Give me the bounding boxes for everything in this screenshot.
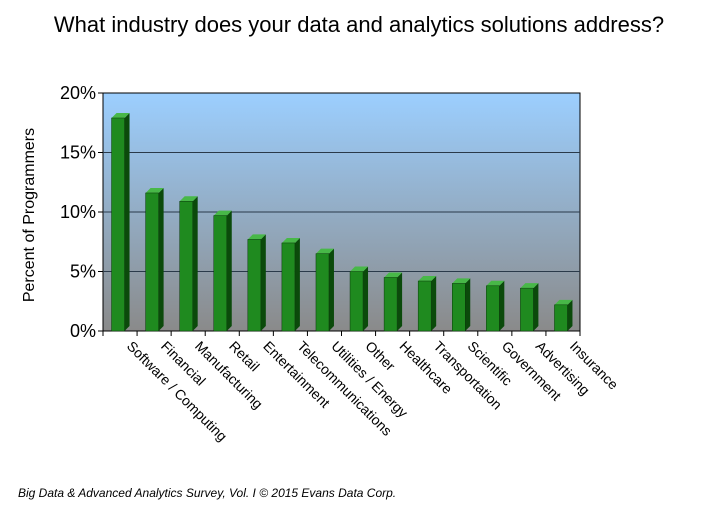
bar [179, 196, 198, 332]
bar [315, 248, 334, 332]
bar-top [111, 112, 130, 118]
bar-top [486, 280, 505, 286]
bar-front [315, 253, 330, 332]
bar [383, 272, 403, 332]
y-axis-label: Percent of Programmers [21, 128, 38, 302]
bar-side [465, 278, 471, 331]
bar [486, 280, 505, 332]
bar-front [213, 215, 227, 332]
bar-top [554, 299, 573, 305]
bar [281, 237, 300, 332]
bar-top [281, 237, 300, 243]
bar-front [145, 192, 159, 332]
bar-top [145, 187, 164, 193]
bar [417, 276, 437, 332]
bar-side [533, 283, 539, 331]
bar-front [452, 283, 466, 332]
bar [145, 187, 164, 332]
bar-side [124, 112, 130, 332]
bar [520, 283, 539, 332]
bar-front [349, 271, 364, 332]
bar-front [554, 304, 568, 332]
bar [213, 210, 232, 332]
bar-side [158, 187, 164, 331]
bars [111, 112, 573, 332]
bar-front [111, 117, 125, 332]
y-tick-label: 15% [60, 143, 96, 163]
bar-side [567, 299, 573, 331]
y-axis-ticks: 0% 5% 10% 15% 20% [60, 83, 103, 341]
bar [452, 278, 471, 332]
bar-front [520, 287, 534, 332]
bar-side [260, 234, 266, 331]
bar-side [192, 196, 198, 331]
bar-side [499, 280, 505, 331]
bar-side [328, 248, 334, 331]
bar-front [383, 277, 398, 332]
bar [247, 234, 266, 332]
y-tick-label: 10% [60, 202, 96, 222]
bar [349, 266, 369, 332]
bar-top [315, 248, 334, 254]
bar-front [486, 285, 500, 332]
bar-top [452, 278, 471, 284]
bar-top [418, 276, 437, 282]
y-tick-label: 5% [70, 262, 96, 282]
bar-top [384, 272, 403, 278]
bar-front [281, 242, 296, 332]
bar-side [294, 237, 300, 331]
bar [111, 112, 130, 332]
bar-top [213, 210, 232, 216]
bar-side [397, 272, 403, 331]
chart-title: What industry does your data and analyti… [53, 12, 665, 37]
y-tick-label: 0% [70, 321, 96, 341]
bar-top [247, 234, 266, 240]
bar-side [431, 276, 437, 331]
bar-top [520, 283, 539, 289]
bar [554, 299, 573, 332]
footer-credit: Big Data & Advanced Analytics Survey, Vo… [18, 486, 397, 500]
bar-front [179, 201, 193, 332]
bar-side [363, 266, 369, 331]
bar-side [226, 210, 232, 331]
x-axis-ticks: Software / ComputingFinancialManufacturi… [102, 331, 622, 444]
bar-front [247, 239, 262, 332]
bar-front [417, 280, 432, 332]
bar-top [350, 266, 369, 272]
bar-top [179, 196, 198, 202]
y-tick-label: 20% [60, 83, 96, 103]
